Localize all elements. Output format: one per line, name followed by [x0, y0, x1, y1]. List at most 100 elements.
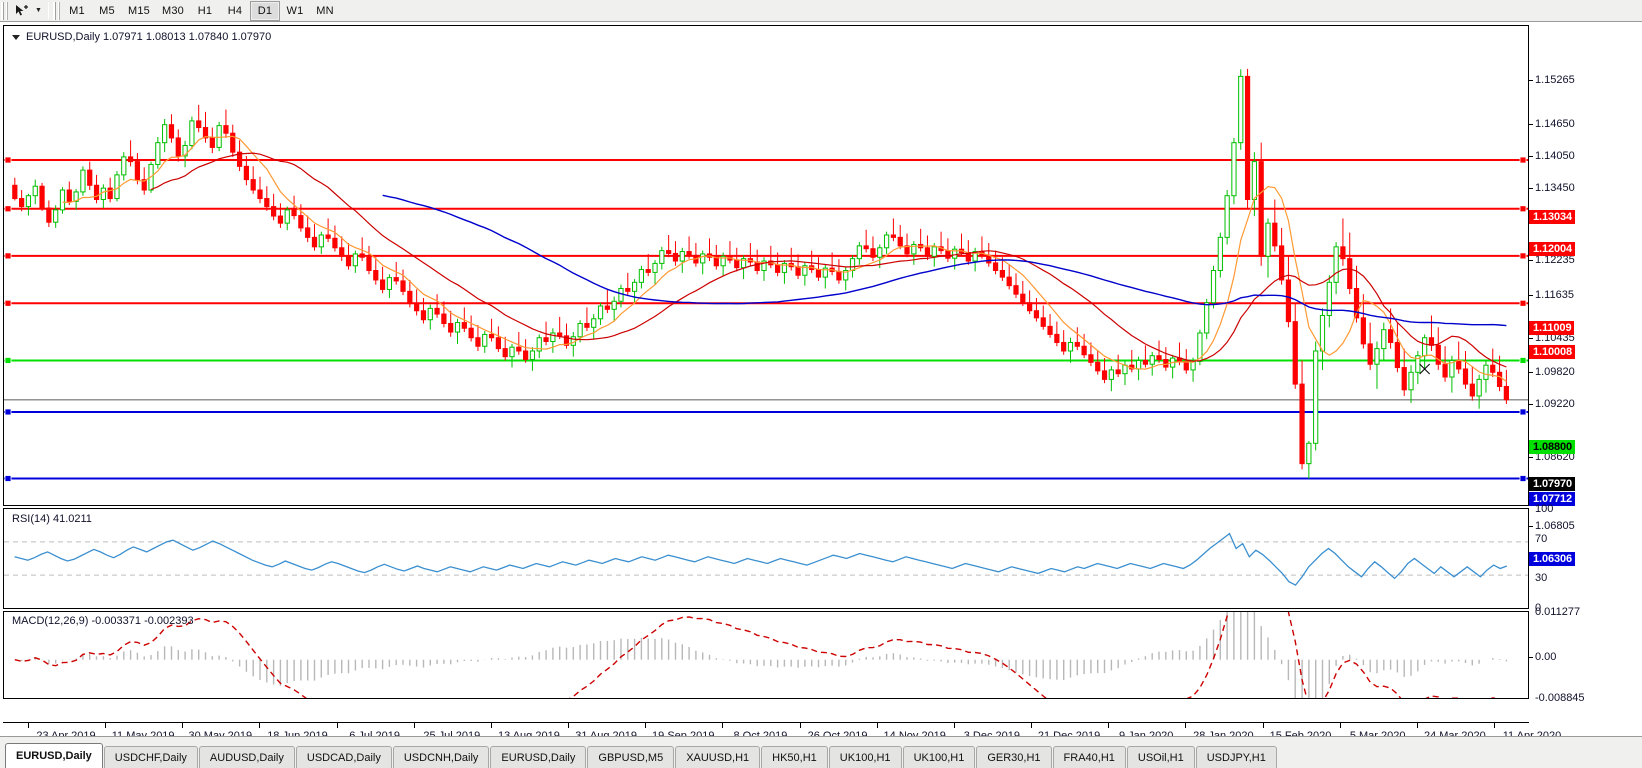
horizontal-level-line[interactable]	[4, 475, 1528, 482]
chart-tab[interactable]: USDCHF,Daily	[103, 746, 198, 768]
horizontal-level-line[interactable]	[4, 408, 1528, 416]
timeframe-button-m5[interactable]: M5	[99, 4, 115, 17]
chart-tab[interactable]: USDCNH,Daily	[392, 746, 490, 768]
chart-tab[interactable]: AUDUSD,Daily	[198, 746, 295, 768]
price-level-badge-blue[interactable]: 1.07712	[1529, 492, 1576, 506]
price-axis-tick-label: 1.15265	[1535, 74, 1575, 86]
chart-tab[interactable]: HK50,H1	[761, 746, 828, 768]
price-axis-tick-label: 1.11635	[1535, 289, 1574, 301]
price-level-badge-blue[interactable]: 1.06306	[1529, 552, 1576, 566]
time-axis-tick	[336, 723, 338, 728]
price-axis-tick: 1.13450	[1529, 182, 1575, 194]
chart-tab[interactable]: XAUUSD,H1	[675, 746, 761, 768]
timeframe-button-h4[interactable]: H4	[227, 4, 243, 17]
chart-tab[interactable]: UK100,H1	[902, 746, 976, 768]
rsi-axis-tick: 70	[1529, 533, 1547, 544]
chart-tab[interactable]: UK100,H1	[828, 746, 902, 768]
time-axis-tick	[1339, 723, 1341, 728]
price-level-badge-red[interactable]: 1.11009	[1529, 321, 1575, 335]
timeframe-button-mn[interactable]: MN	[316, 4, 334, 17]
price-axis-tick-label: 1.08620	[1535, 451, 1575, 463]
time-axis-tick	[1185, 723, 1187, 728]
price-level-badge-red[interactable]: 1.12004	[1529, 242, 1576, 256]
price-level-badge-green[interactable]: 1.08800	[1529, 440, 1576, 454]
time-axis-tick	[876, 723, 878, 728]
triangle-down-icon[interactable]	[12, 34, 20, 40]
price-axis-tick-label: 1.10435	[1535, 332, 1575, 344]
toolbar-dropdown-arrow-icon[interactable]: ▼	[35, 7, 42, 14]
chart-tab[interactable]: USDCAD,Daily	[295, 746, 392, 768]
price-axis-tick: 1.09820	[1529, 367, 1575, 378]
timeframe-toolbar: ▼ M1 M5 M15 M30 H1 H4 D1 W1 MN	[0, 0, 1642, 22]
chart-tab[interactable]: GER30,H1	[976, 746, 1052, 768]
timeframe-buttons: M1 M5 M15 M30 H1 H4 D1 W1 MN	[62, 0, 340, 21]
macd-axis-tick-label: 0.011277	[1535, 606, 1581, 618]
chart-tab-bar: EURUSD,Daily USDCHF,Daily AUDUSD,Daily USDC…	[0, 736, 1642, 768]
timeframe-button-m30[interactable]: M30	[162, 4, 184, 17]
horizontal-level-line[interactable]	[4, 156, 1528, 164]
timeframe-button-m1[interactable]: M1	[69, 4, 85, 17]
rsi-axis-tick: 100	[1529, 503, 1554, 515]
time-axis-tick	[1416, 723, 1418, 728]
timeframe-group-grip[interactable]	[53, 1, 60, 20]
price-axis-tick: 1.10435	[1529, 332, 1575, 344]
timeframe-button-w1[interactable]: W1	[286, 4, 304, 17]
price-level-badge-red[interactable]: 1.10008	[1529, 345, 1576, 359]
price-axis[interactable]: 1.152651.146501.140501.134501.128501.122…	[1529, 47, 1642, 727]
horizontal-level-line[interactable]	[4, 252, 1528, 260]
price-axis-tick: 1.14650	[1529, 118, 1575, 130]
crosshair-cursor-icon[interactable]	[10, 1, 32, 21]
rsi-pane[interactable]: RSI(14) 41.0211	[3, 508, 1529, 609]
price-axis-tick: 1.11635	[1529, 289, 1574, 301]
symbol-ohlc-text: EURUSD,Daily 1.07971 1.08013 1.07840 1.0…	[26, 31, 272, 43]
price-pane[interactable]: EURUSD,Daily 1.07971 1.08013 1.07840 1.0…	[3, 25, 1529, 506]
time-axis-tick	[568, 723, 570, 728]
chart-tab[interactable]: EURUSD,Daily	[5, 743, 103, 768]
timeframe-button-d1[interactable]: D1	[250, 0, 280, 21]
chart-tab[interactable]: USOil,H1	[1126, 746, 1195, 768]
horizontal-level-line[interactable]	[4, 299, 1528, 307]
macd-indicator-label: MACD(12,26,9) -0.003371 -0.002393	[12, 615, 194, 627]
time-axis-tick	[799, 723, 801, 728]
moving-average-line	[382, 194, 1507, 327]
macd-histogram	[14, 612, 1508, 698]
time-axis-tick	[182, 723, 184, 728]
macd-axis-tick-label: -0.008845	[1535, 692, 1585, 704]
time-axis-tick	[953, 723, 955, 728]
time-axis-tick	[105, 723, 107, 728]
time-axis-tick	[1494, 723, 1495, 728]
chart-tab[interactable]: USDJPY,H1	[1195, 746, 1277, 768]
horizontal-level-line[interactable]	[4, 357, 1528, 364]
macd-plot	[14, 612, 1508, 698]
macd-axis-tick: -0.008845	[1529, 692, 1585, 704]
price-axis-tick: 1.09220	[1529, 398, 1575, 410]
toolbar-grip[interactable]	[1, 1, 8, 20]
rsi-axis-tick-label: 100	[1535, 503, 1554, 515]
price-axis-tick: 1.15265	[1529, 74, 1575, 86]
rsi-axis-tick-label: 30	[1535, 572, 1548, 585]
timeframe-button-h1[interactable]: H1	[197, 4, 213, 17]
price-axis-tick: 1.14050	[1529, 151, 1575, 162]
price-level-badge-red[interactable]: 1.13034	[1529, 210, 1576, 224]
rsi-axis-tick: 30	[1529, 572, 1548, 585]
price-axis-tick: 1.08620	[1529, 451, 1575, 463]
price-axis-tick-label: 1.14650	[1535, 118, 1575, 130]
chart-tab[interactable]: EURUSD,Daily	[490, 746, 587, 768]
toolbar-separator	[48, 2, 49, 19]
price-level-badge-black[interactable]: 1.07970	[1529, 477, 1576, 491]
moving-average-line	[62, 135, 1507, 382]
macd-pane[interactable]: MACD(12,26,9) -0.003371 -0.002393	[3, 611, 1529, 699]
chart-tab[interactable]: FRA40,H1	[1052, 746, 1126, 768]
price-axis-tick-label: 1.09220	[1535, 398, 1575, 410]
chart-tab[interactable]: GBPUSD,M5	[587, 746, 675, 768]
time-axis-tick	[413, 723, 415, 728]
price-axis-tick-label: 1.06805	[1535, 520, 1575, 532]
timeframe-button-m15[interactable]: M15	[128, 4, 150, 17]
time-axis-tick	[1108, 723, 1110, 728]
price-axis-tick-label: 1.13450	[1535, 182, 1575, 194]
candles-group	[12, 68, 1509, 479]
chart-area[interactable]: EURUSD,Daily 1.07971 1.08013 1.07840 1.0…	[0, 22, 1642, 742]
horizontal-level-line[interactable]	[4, 205, 1528, 213]
rsi-plot	[4, 532, 1528, 586]
